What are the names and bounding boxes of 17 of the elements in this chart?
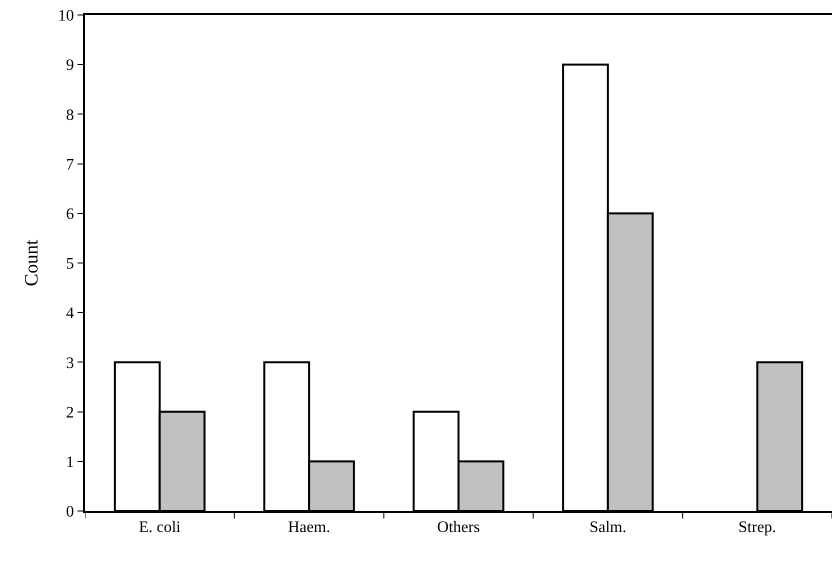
x-tick-label: Others [437,518,480,536]
y-tick-label: 0 [66,504,74,521]
x-tick-label: Haem. [288,518,330,536]
y-tick-label: 1 [66,454,74,471]
y-axis-title: Count [21,239,42,286]
x-tick-label: Salm. [589,518,626,536]
x-tick-label: E. coli [138,518,182,536]
y-tick-label: 8 [66,106,74,124]
y-tick-label: 4 [66,305,74,322]
y-tick-label: 3 [66,354,74,372]
y-tick-label: 2 [66,404,74,422]
y-tick-label: 7 [66,156,74,174]
y-tick-label: 5 [66,256,74,273]
y-tick-label: 6 [66,206,74,223]
y-tick-label: 10 [58,8,74,25]
x-tick-label: Strep. [738,518,776,536]
y-tick-label: 9 [66,57,74,74]
